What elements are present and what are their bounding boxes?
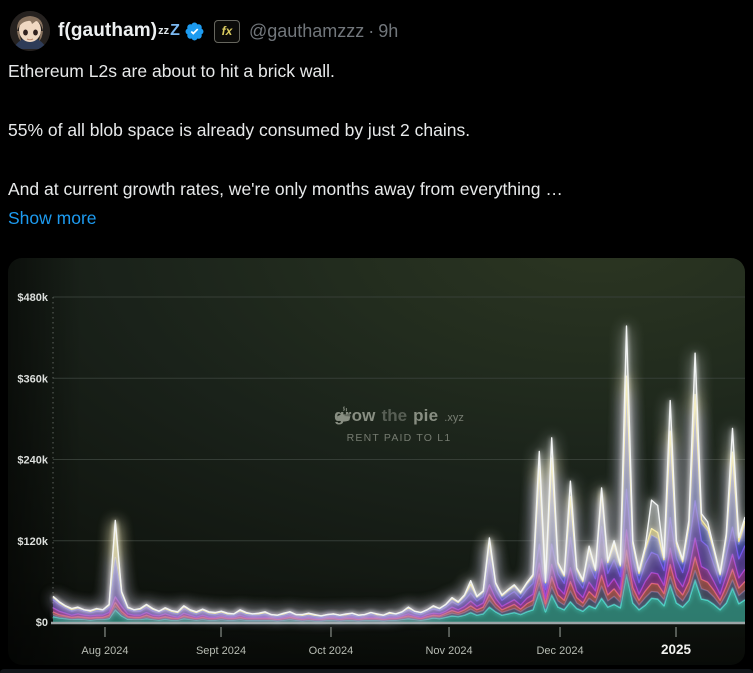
tweet-body: Ethereum L2s are about to hit a brick wa… <box>0 53 753 230</box>
show-more-link[interactable]: Show more <box>8 208 97 228</box>
user-handle[interactable]: @gauthamzzz <box>248 20 365 41</box>
fx-affiliate-badge[interactable]: fx <box>213 19 240 43</box>
display-name-zz: zz <box>158 25 170 37</box>
y-axis-label-$120k: $120k <box>17 536 48 548</box>
x-axis-label-Nov 2024: Nov 2024 <box>425 645 472 657</box>
chart-line-white <box>52 325 745 617</box>
timestamp[interactable]: 9h <box>378 20 399 41</box>
rent-paid-chart: $480k $360k $240k $120k $0 Aug 2024 Sept 2024 O… <box>17 292 745 657</box>
x-axis-label-Aug 2024: Aug 2024 <box>81 645 128 657</box>
chart-area-salmon <box>53 550 745 620</box>
separator-dot: · <box>368 20 375 41</box>
tweet-text-line1: Ethereum L2s are about to hit a brick wa… <box>8 61 335 81</box>
tweet-text-line3: And at current growth rates, we're only … <box>8 179 563 199</box>
display-name-Z: Z <box>170 22 180 39</box>
x-axis-label-Dec 2024: Dec 2024 <box>536 645 583 657</box>
y-axis-label-$0: $0 <box>36 617 48 629</box>
x-axis-label-Oct 2024: Oct 2024 <box>309 645 354 657</box>
next-item-edge <box>0 669 753 673</box>
chart-area-violet <box>53 489 745 619</box>
x-axis-label-2025: 2025 <box>661 642 692 657</box>
display-name[interactable]: f(gautham) <box>58 20 158 41</box>
tweet-header: f(gautham) zz Z fx @gauthamzzz · 9h <box>0 0 753 53</box>
y-axis-label-$360k: $360k <box>17 373 48 385</box>
chart-media-card[interactable]: $480k $360k $240k $120k $0 Aug 2024 Sept 2024 O… <box>8 258 745 665</box>
y-axis-label-$240k: $240k <box>17 455 48 467</box>
chart-area-teal <box>53 574 745 622</box>
avatar-illustration <box>10 11 50 51</box>
x-axis-label-Sept 2024: Sept 2024 <box>196 645 246 657</box>
tweet-text-line2: 55% of all blob space is already consume… <box>8 120 471 140</box>
chart-area-magenta <box>53 529 745 620</box>
y-axis-label-$480k: $480k <box>17 292 48 304</box>
verified-badge-icon <box>185 22 204 40</box>
name-line: f(gautham) zz Z fx @gauthamzzz · 9h <box>58 19 399 43</box>
avatar[interactable] <box>10 11 50 51</box>
